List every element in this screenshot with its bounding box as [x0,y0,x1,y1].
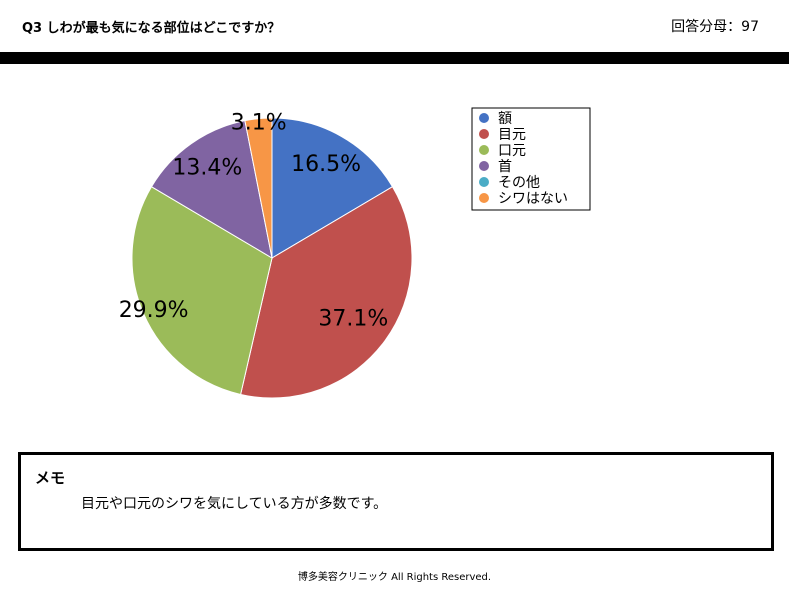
pie-slice [150,120,273,259]
legend-marker [479,113,489,123]
pie-slices [131,117,413,399]
memo-box: メモ 目元や口元のシワを気にしている方が多数です。 [18,452,774,551]
pie-slice [244,117,273,259]
pie-data-labels: 16.5% 37.1% 29.9% 13.4% 3.1% [119,110,389,331]
legend-label: 首 [498,159,512,175]
pie-data-label: 3.1% [231,110,287,135]
legend-marker [479,145,489,155]
pie-data-label: 37.1% [318,307,388,332]
legend-label: シワはない [498,191,568,207]
footer-copyright: 博多美容クリニック All Rights Reserved. [297,572,492,583]
legend-frame [471,107,591,211]
pie-data-label: 16.5% [291,152,361,177]
legend-label: 額 [498,111,512,127]
pie-slice [131,186,273,396]
legend-marker [479,193,489,203]
memo-text: 目元や口元のシワを気にしている方が多数です。 [81,496,388,512]
legend-label: 目元 [498,127,526,143]
pie-slice [240,186,413,399]
legend-marker [479,177,489,187]
respondent-count: 回答分母：97 [671,19,759,35]
legend-marker [479,129,489,139]
legend-marker [479,161,489,171]
pie-data-label: 13.4% [172,156,242,181]
legend-label: その他 [498,175,540,191]
pie-slice [271,117,394,259]
pie-data-label: 29.9% [119,298,189,323]
header-divider [0,52,789,64]
memo-title: メモ [35,469,66,487]
question-title: Q3 しわが最も気になる部位はどこですか？ [22,21,281,36]
legend-label: 口元 [498,143,526,159]
